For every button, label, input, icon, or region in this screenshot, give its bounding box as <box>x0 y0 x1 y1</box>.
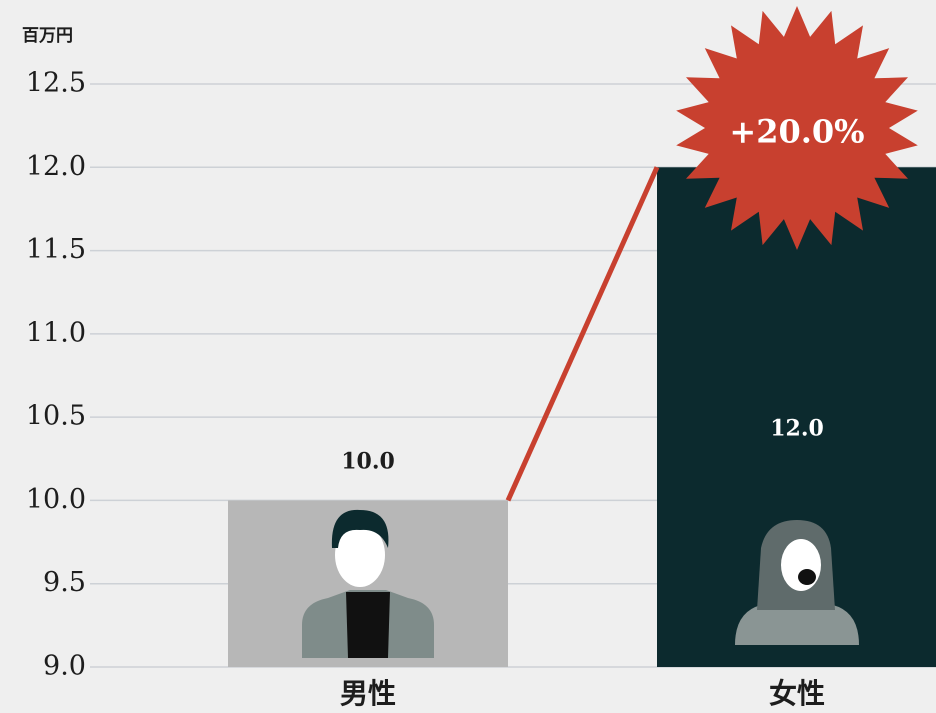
female-icon-mouth <box>798 569 816 585</box>
male-icon-shirt <box>346 592 390 658</box>
y-axis-label: 百万円 <box>22 26 73 46</box>
annotation: +20.0% <box>729 113 864 151</box>
trend-line <box>505 166 660 502</box>
y-tick-label: 10.0 <box>26 484 86 515</box>
female-icon-face <box>781 539 821 591</box>
marks <box>228 166 936 668</box>
x-tick-label: 男性 <box>340 677 396 710</box>
value-label: 10.0 <box>341 448 395 474</box>
female-icon-body <box>735 605 859 645</box>
y-tick-label: 9.5 <box>43 567 86 598</box>
y-tick-label: 12.0 <box>26 151 86 182</box>
y-tick-label: 11.5 <box>26 234 86 265</box>
value-label: 12.0 <box>770 415 824 441</box>
y-tick-label: 10.5 <box>26 401 86 432</box>
y-tick-label: 12.5 <box>26 68 86 99</box>
y-tick-label: 11.0 <box>26 317 86 348</box>
x-tick-label: 女性 <box>769 677 825 710</box>
male-icon-head <box>335 523 385 587</box>
y-tick-label: 9.0 <box>43 651 86 682</box>
male-icon-hair <box>331 509 389 548</box>
starburst <box>676 6 918 250</box>
